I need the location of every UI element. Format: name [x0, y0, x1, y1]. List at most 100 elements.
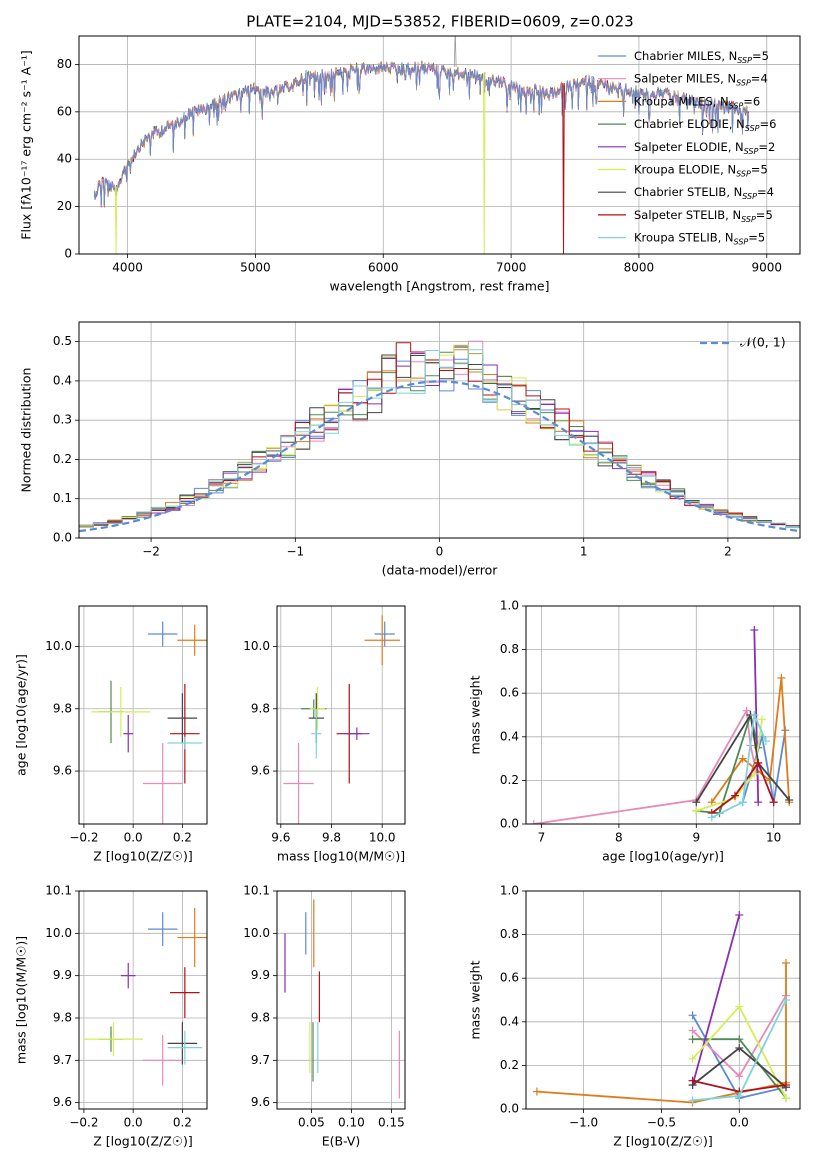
weight-marker — [758, 715, 767, 724]
data-point — [147, 621, 178, 647]
legend-entry: Chabrier MILES, NSSP=5 — [634, 49, 769, 65]
axes-frame — [276, 890, 406, 1110]
legend-n-equals: = — [758, 140, 768, 154]
x-tick-label: 0 — [436, 545, 444, 559]
weight-marker — [692, 798, 701, 807]
y-tick-label: 0.6 — [500, 686, 519, 700]
x-tick-label: 0.0 — [124, 831, 143, 845]
data-point — [123, 715, 134, 753]
legend-n-equals: = — [751, 163, 761, 177]
spectrum-dropout — [562, 83, 565, 254]
legend-n-prefix: , N — [729, 117, 745, 131]
weight-marker — [742, 706, 751, 715]
plot-area — [91, 621, 207, 824]
weight-marker — [688, 1096, 697, 1105]
y-tick-label: 0.5 — [53, 334, 72, 348]
weight-vs-age-panel: 7 8 9 10 0.0 0.2 0.4 0.6 0.8 1.0 age [log10(age/yr… — [468, 599, 801, 864]
legend-n-prefix: , N — [720, 72, 736, 86]
legend-entry: Salpeter MILES, NSSP=4 — [634, 72, 768, 88]
y-axis-label: Flux [fλ10⁻¹⁷ erg cm⁻² s⁻¹ A⁻¹] — [19, 50, 34, 239]
data-point — [91, 686, 151, 737]
weight-marker — [688, 1011, 697, 1020]
legend-entry: 𝒩(0, 1) — [740, 335, 786, 350]
y-tick-label: 0.6 — [500, 971, 519, 985]
y-axis-label: mass [log10(M/M☉)] — [14, 936, 29, 1064]
x-tick-label: 7000 — [496, 261, 527, 275]
weight-line — [741, 730, 787, 803]
legend-model-name: Kroupa STELIB — [634, 231, 718, 245]
weight-marker — [754, 798, 763, 807]
x-axis-label: mass [log10(M/M☉)] — [277, 849, 405, 864]
legend-n-prefix: , N — [720, 163, 736, 177]
y-tick-label: 9.6 — [251, 1095, 270, 1109]
plot-area — [83, 907, 207, 1086]
y-tick-label: 60 — [57, 104, 72, 118]
weight-marker — [735, 1002, 744, 1011]
weight-marker — [688, 1026, 697, 1035]
gridlines — [526, 890, 800, 1110]
axes-frame — [78, 890, 208, 1110]
ticks: 4000 5000 6000 7000 8000 9000 0 20 40 60 80 — [57, 57, 782, 275]
legend-entry: Kroupa ELODIE, NSSP=5 — [634, 163, 768, 179]
axes-border — [78, 35, 801, 255]
y-tick-label: 0 — [64, 247, 72, 261]
x-axis-label: age [log10(age/yr)] — [602, 849, 724, 864]
x-tick-label: −1 — [286, 545, 304, 559]
legend-ssp-subscript: SSP — [745, 124, 760, 133]
plot-area — [532, 910, 790, 1107]
legend-n-equals: = — [756, 208, 766, 222]
legend-ssp-subscript: SSP — [741, 215, 756, 224]
weight-marker — [781, 1094, 790, 1103]
data-point — [167, 736, 203, 750]
y-tick-label: 0.3 — [53, 413, 72, 427]
spectrum-dropout — [482, 73, 486, 254]
weight-marker — [692, 806, 701, 815]
ticks: −1.0 −0.5 0.0 0.0 0.2 0.4 0.6 0.8 1.0 — [500, 884, 749, 1130]
x-tick-label: 2 — [724, 545, 732, 559]
x-tick-label: −0.5 — [647, 1116, 676, 1130]
y-tick-label: 10.0 — [45, 639, 72, 653]
legend-n-value: 5 — [762, 49, 769, 63]
legend-model-name: Salpeter MILES — [634, 72, 720, 86]
y-axis-label: age [log10(age/yr)] — [14, 654, 29, 776]
data-point — [167, 1022, 198, 1065]
y-axis-label: mass weight — [468, 675, 483, 754]
weight-marker — [730, 791, 739, 800]
x-tick-label: −1.0 — [569, 1116, 598, 1130]
gridlines — [277, 606, 405, 824]
legend-ssp-subscript: SSP — [737, 56, 752, 65]
gaussian-curve — [79, 380, 800, 533]
x-tick-label: 9 — [692, 831, 700, 845]
weight-marker — [777, 673, 786, 682]
legend-ssp-subscript: SSP — [736, 170, 751, 179]
legend-n-prefix: , N — [721, 49, 737, 63]
mass-vs-extinction-panel: 0.05 0.10 0.15 9.6 9.7 9.8 9.9 10.0 10.1 E(B-V) — [243, 884, 406, 1149]
spectrum-panel: 4000 5000 6000 7000 8000 9000 0 20 40 60 80 wavelen… — [19, 13, 801, 294]
axes-border — [276, 890, 406, 1110]
y-tick-label: 9.6 — [251, 764, 270, 778]
legend-n-prefix: , N — [726, 185, 742, 199]
y-tick-label: 20 — [57, 199, 72, 213]
data-point — [309, 686, 326, 731]
y-tick-label: 10.1 — [243, 884, 270, 898]
y-tick-label: 0.2 — [500, 1058, 519, 1072]
legend-n-value: 5 — [765, 208, 772, 222]
data-point — [143, 1034, 183, 1086]
x-tick-label: 9.6 — [271, 831, 290, 845]
age-vs-mass-panel: 9.6 9.8 10.0 9.6 9.8 10.0 mass [log10(M/M☉)] — [243, 605, 406, 864]
x-tick-label: 0.05 — [298, 1116, 325, 1130]
weight-line — [696, 711, 760, 815]
legend-n-equals: = — [757, 185, 767, 199]
y-tick-label: 10.0 — [45, 926, 72, 940]
emission-line — [453, 36, 457, 67]
legend-ssp-subscript: SSP — [729, 101, 744, 110]
legend-n-value: 4 — [767, 185, 774, 199]
x-axis-label: (data-model)/error — [382, 563, 499, 578]
legend-n-prefix: , N — [728, 140, 744, 154]
y-tick-label: 0.4 — [53, 373, 72, 387]
x-tick-label: −0.2 — [69, 831, 98, 845]
y-tick-label: 0.2 — [500, 773, 519, 787]
weight-line — [533, 707, 760, 824]
y-tick-label: 10.1 — [45, 884, 72, 898]
